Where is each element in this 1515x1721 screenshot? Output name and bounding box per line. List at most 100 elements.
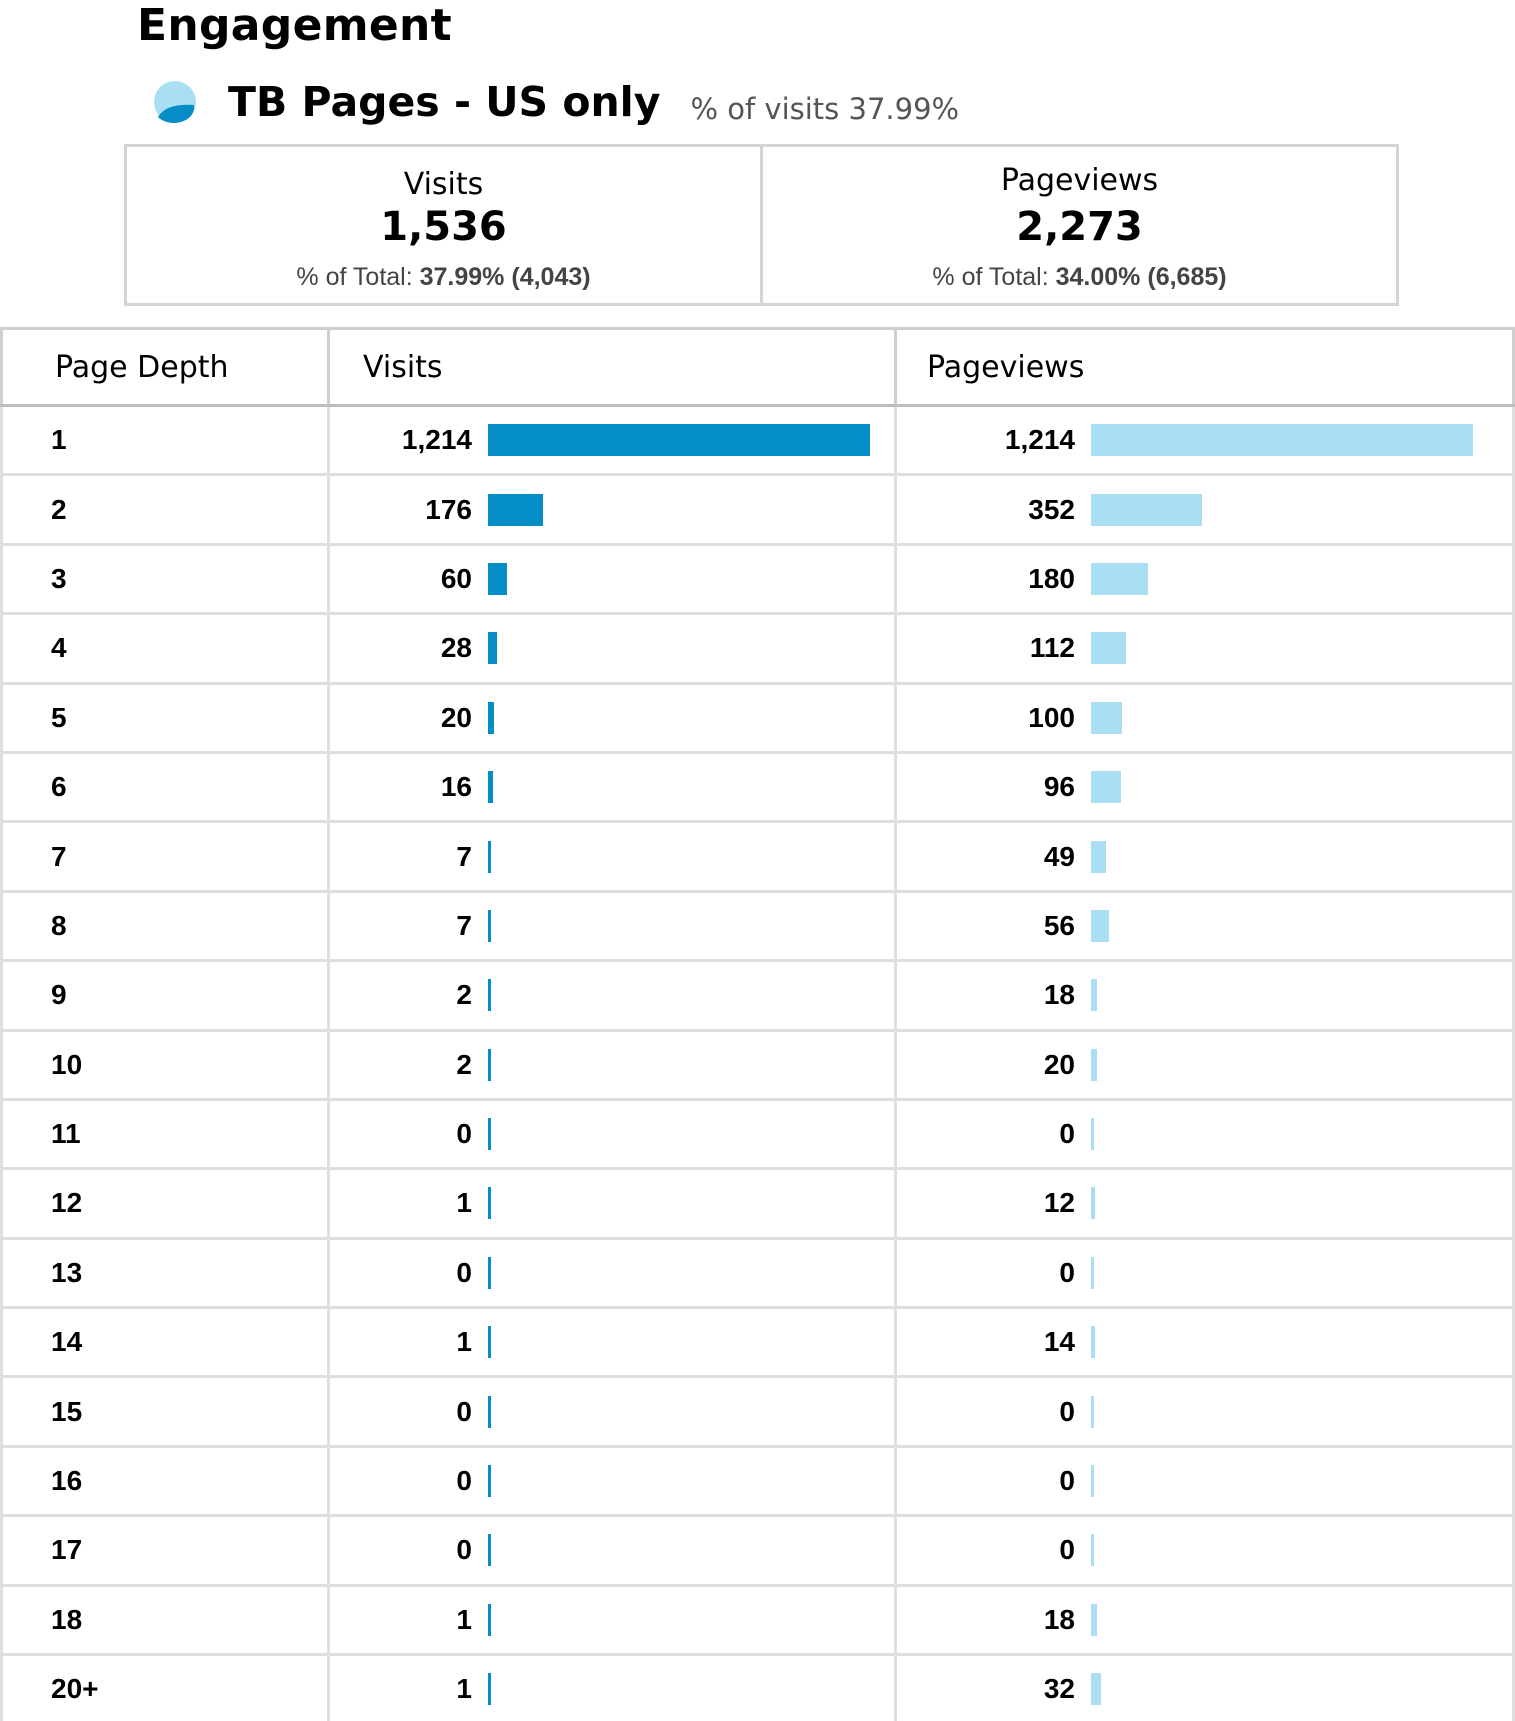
pageviews-bar-track [1091,1118,1512,1151]
pageviews-value: 0 [1059,1118,1075,1150]
pageviews-bar [1091,1395,1094,1428]
table-row[interactable]: 15 0 0 [0,1378,1515,1448]
pageviews-bar-track [1091,1603,1512,1636]
pageviews-cell: 1,214 [894,407,1515,474]
summary-visits-label: Visits [403,167,484,202]
pageviews-bar-track [1091,771,1512,804]
table-row[interactable]: 2 176 352 [0,476,1515,546]
pageviews-bar-track [1091,1395,1512,1428]
visits-cell: 1 [327,1309,894,1376]
pageviews-bar-track [1091,979,1512,1012]
pageviews-value: 0 [1059,1534,1075,1566]
visits-bar-track [488,1187,894,1220]
table-row[interactable]: 12 1 12 [0,1170,1515,1240]
pageviews-cell: 96 [894,753,1515,821]
pageviews-bar [1091,1256,1094,1289]
pageviews-value: 0 [1059,1395,1075,1427]
summary-pageviews: Pageviews 2,273 % of Total: 34.00% (6,68… [760,147,1396,303]
table-row[interactable]: 17 0 0 [0,1517,1515,1587]
pageviews-bar-track [1091,1048,1512,1081]
visits-bar-track [488,1326,894,1359]
summary-visits-value: 1,536 [380,204,507,250]
page-depth-cell: 9 [0,962,327,1029]
pageviews-cell: 32 [894,1656,1515,1721]
visits-bar [488,771,493,804]
page-depth-cell: 17 [0,1517,327,1584]
pageviews-cell: 20 [894,1031,1515,1098]
visits-value: 20 [440,701,472,733]
pageviews-bar-track [1091,1256,1512,1289]
visits-value: 1 [456,1187,472,1219]
pageviews-value: 1,214 [1004,424,1075,456]
segment-share: % of visits 37.99% [690,92,960,126]
table-row[interactable]: 20+ 1 32 [0,1656,1515,1721]
page-depth-cell: 2 [0,476,327,543]
summary-visits-total-prefix: % of Total: [296,263,413,291]
pageviews-bar-track [1091,701,1512,734]
table-row[interactable]: 7 7 49 [0,823,1515,893]
page-depth-cell: 10 [0,1031,327,1098]
visits-bar-track [488,632,894,665]
column-header-visits[interactable]: Visits [327,330,894,404]
summary-visits: Visits 1,536 % of Total: 37.99% (4,043) [127,147,760,303]
pageviews-bar-track [1091,840,1512,873]
pageviews-value: 32 [1043,1673,1075,1705]
visits-bar [488,632,497,665]
visits-cell: 60 [327,545,894,613]
visits-bar [488,909,491,942]
table-row[interactable]: 8 7 56 [0,892,1515,963]
table-row[interactable]: 6 16 96 [0,753,1515,824]
visits-value: 0 [456,1118,472,1150]
table-header: Page Depth Visits Pageviews [0,330,1515,407]
table-row[interactable]: 10 2 20 [0,1031,1515,1101]
pageviews-bar-track [1091,1326,1512,1359]
table-row[interactable]: 1 1,214 1,214 [0,407,1515,477]
pageviews-value: 96 [1043,771,1075,803]
pageviews-cell: 14 [894,1309,1515,1376]
pageviews-value: 0 [1059,1465,1075,1497]
table-row[interactable]: 13 0 0 [0,1239,1515,1310]
summary-pageviews-total: % of Total: 34.00% (6,685) [763,263,1396,292]
column-header-page-depth[interactable]: Page Depth [0,330,327,404]
pageviews-bar [1091,1048,1097,1081]
table-row[interactable]: 9 2 18 [0,962,1515,1032]
pageviews-bar [1091,1603,1097,1636]
visits-bar-track [488,1465,894,1498]
table-row[interactable]: 4 28 112 [0,615,1515,685]
summary-panel: Visits 1,536 % of Total: 37.99% (4,043) … [124,144,1399,306]
visits-bar [488,1534,491,1567]
pageviews-bar [1091,771,1121,804]
table-row[interactable]: 3 60 180 [0,545,1515,616]
pageviews-bar [1091,1326,1095,1359]
pageviews-bar-track [1091,493,1512,526]
table-row[interactable]: 14 1 14 [0,1309,1515,1379]
visits-bar-track [488,909,894,942]
visits-value: 0 [456,1395,472,1427]
table-row[interactable]: 11 0 0 [0,1100,1515,1171]
visits-cell: 2 [327,1031,894,1098]
visits-bar-track [488,840,894,873]
visits-bar-track [488,1256,894,1289]
page-depth-cell: 4 [0,615,327,682]
pageviews-bar-track [1091,1673,1512,1706]
column-header-pageviews[interactable]: Pageviews [894,330,1515,404]
pageviews-bar [1091,1673,1101,1706]
visits-bar [488,1326,491,1359]
visits-value: 28 [440,632,472,664]
visits-cell: 20 [327,684,894,751]
table-row[interactable]: 5 20 100 [0,684,1515,754]
visits-bar [488,840,491,873]
pageviews-bar [1091,562,1148,595]
table-row[interactable]: 16 0 0 [0,1447,1515,1518]
visits-bar [488,1673,491,1706]
page-title: Engagement [137,0,452,51]
pageviews-cell: 100 [894,684,1515,751]
page-depth-cell: 18 [0,1586,327,1654]
pageviews-bar [1091,701,1122,734]
table-row[interactable]: 18 1 18 [0,1586,1515,1657]
pageviews-bar [1091,493,1202,526]
segment-name: TB Pages - US only [228,78,661,126]
visits-bar [488,1118,491,1151]
visits-cell: 0 [327,1378,894,1445]
page-depth-cell: 5 [0,684,327,751]
